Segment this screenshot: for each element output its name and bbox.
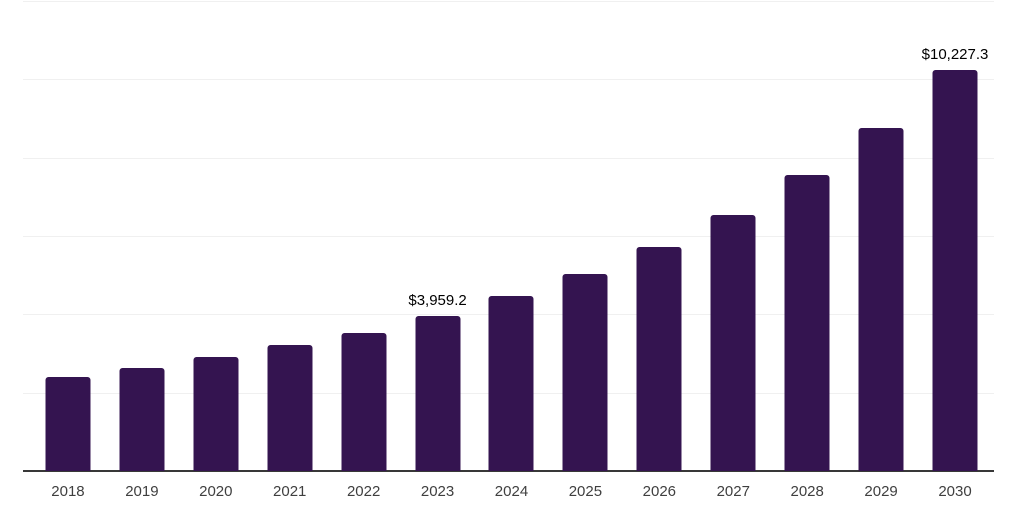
gridline xyxy=(23,79,994,81)
bar-2023 xyxy=(415,315,461,471)
bar-slot-2023: $3,959.2 xyxy=(401,1,475,471)
x-axis-line xyxy=(23,470,994,472)
gridline xyxy=(23,236,994,237)
bar-slot-2021 xyxy=(253,1,327,471)
x-tick-2027: 2027 xyxy=(716,483,750,500)
data-label-2030: $10,227.3 xyxy=(921,46,989,64)
x-tick-2021: 2021 xyxy=(273,483,307,500)
bar-2025 xyxy=(562,274,608,471)
bar-slot-2020 xyxy=(179,1,253,471)
x-tick-2024: 2024 xyxy=(494,483,529,500)
x-axis-labels: 2018 2019 2020 2021 2022 2023 2024 2025 2026 2027… xyxy=(31,483,992,501)
bar-slot-2025 xyxy=(548,1,622,471)
bars-row: $3,959.2 $10,227.3 xyxy=(31,1,992,471)
x-tick-2023: 2023 xyxy=(420,483,455,500)
bar-slot-2024 xyxy=(475,1,549,471)
x-tick-2022: 2022 xyxy=(346,483,381,500)
x-tick-2018: 2018 xyxy=(51,483,85,500)
bar-2026 xyxy=(636,246,682,471)
bar-2024 xyxy=(488,296,534,471)
gridline xyxy=(23,157,994,159)
x-tick-2025: 2025 xyxy=(568,483,603,500)
bar-2019 xyxy=(119,367,165,471)
bar-slot-2022 xyxy=(327,1,401,471)
bar-2028 xyxy=(784,174,830,471)
bar-slot-2027 xyxy=(696,1,770,471)
x-tick-2020: 2020 xyxy=(199,483,233,500)
bar-2029 xyxy=(858,127,904,471)
x-tick-2029: 2029 xyxy=(864,483,898,500)
bar-2027 xyxy=(710,215,756,471)
bar-2020 xyxy=(193,357,239,471)
data-label-2023: $3,959.2 xyxy=(408,291,467,309)
bar-2021 xyxy=(267,345,313,471)
bar-2018 xyxy=(45,376,91,471)
bar-slot-2030: $10,227.3 xyxy=(918,1,992,471)
bar-2030 xyxy=(932,70,978,471)
bar-2022 xyxy=(341,332,387,471)
bar-slot-2019 xyxy=(105,1,179,471)
x-tick-2026: 2026 xyxy=(642,483,677,500)
x-tick-2028: 2028 xyxy=(790,483,824,500)
x-tick-2019: 2019 xyxy=(125,483,159,500)
x-tick-2030: 2030 xyxy=(938,483,972,500)
bar-slot-2018 xyxy=(31,1,105,471)
bar-slot-2026 xyxy=(622,1,696,471)
bar-slot-2028 xyxy=(770,1,844,471)
gridline xyxy=(23,1,994,2)
bar-slot-2029 xyxy=(844,1,918,471)
